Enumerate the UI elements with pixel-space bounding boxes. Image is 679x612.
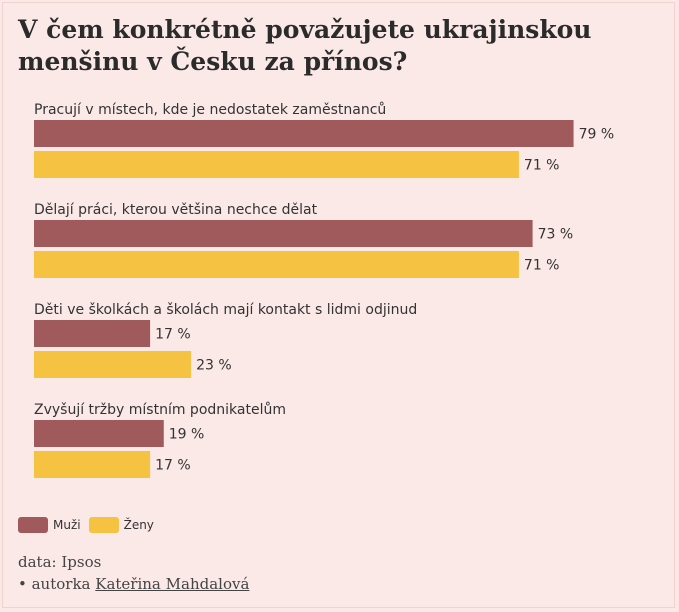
legend-item-women: Ženy	[88, 517, 154, 533]
data-label: 79 %	[579, 127, 615, 143]
legend-swatch-women	[88, 517, 119, 533]
bar-men	[34, 120, 574, 147]
footer: data: Ipsos • autorka Kateřina Mahdalová	[18, 551, 249, 595]
category-label: Dělají práci, kterou většina nechce děla…	[34, 202, 318, 218]
data-label: 17 %	[155, 327, 191, 343]
data-label: 17 %	[155, 458, 191, 474]
legend-swatch-men	[18, 517, 48, 533]
data-label: 71 %	[524, 258, 560, 274]
bar-women	[34, 251, 519, 278]
author-prefix: • autorka	[18, 575, 96, 593]
legend: Muži Ženy	[18, 517, 162, 533]
bar-women	[34, 451, 151, 478]
source-note: data: Ipsos	[18, 553, 102, 571]
category-label: Pracují v místech, kde je nedostatek zam…	[34, 102, 386, 118]
bar-men	[34, 220, 533, 247]
bar-chart: Pracují v místech, kde je nedostatek zam…	[34, 102, 615, 478]
category-label: Zvyšují tržby místním podnikatelům	[34, 402, 286, 418]
data-label: 73 %	[538, 227, 574, 243]
data-label: 71 %	[524, 158, 560, 174]
bar-men	[34, 320, 151, 347]
data-label: 19 %	[169, 427, 205, 443]
author-line: • autorka Kateřina Mahdalová	[18, 573, 249, 595]
author-link[interactable]: Kateřina Mahdalová	[95, 575, 250, 593]
bar-men	[34, 420, 164, 447]
legend-item-men: Muži	[18, 517, 81, 533]
bar-women	[34, 351, 192, 378]
legend-label-women: Ženy	[123, 518, 154, 532]
data-label: 23 %	[196, 358, 232, 374]
legend-label-men: Muži	[53, 518, 81, 532]
chart-title: V čem konkrétně považujete ukrajinskou m…	[18, 15, 592, 76]
bar-women	[34, 151, 519, 178]
category-label: Děti ve školkách a školách mají kontakt …	[34, 302, 417, 318]
